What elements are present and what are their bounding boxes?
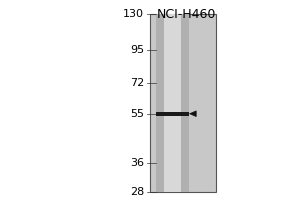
Text: 28: 28: [130, 187, 144, 197]
Text: 36: 36: [130, 158, 144, 168]
Bar: [150, 14, 216, 192]
Text: 95: 95: [130, 45, 144, 55]
Text: 55: 55: [130, 109, 144, 119]
Bar: [156, 112, 189, 116]
Text: 72: 72: [130, 78, 144, 88]
Polygon shape: [190, 111, 196, 117]
Text: NCI-H460: NCI-H460: [157, 8, 216, 21]
Text: 130: 130: [123, 9, 144, 19]
Bar: [156, 14, 189, 192]
Bar: [164, 14, 181, 192]
